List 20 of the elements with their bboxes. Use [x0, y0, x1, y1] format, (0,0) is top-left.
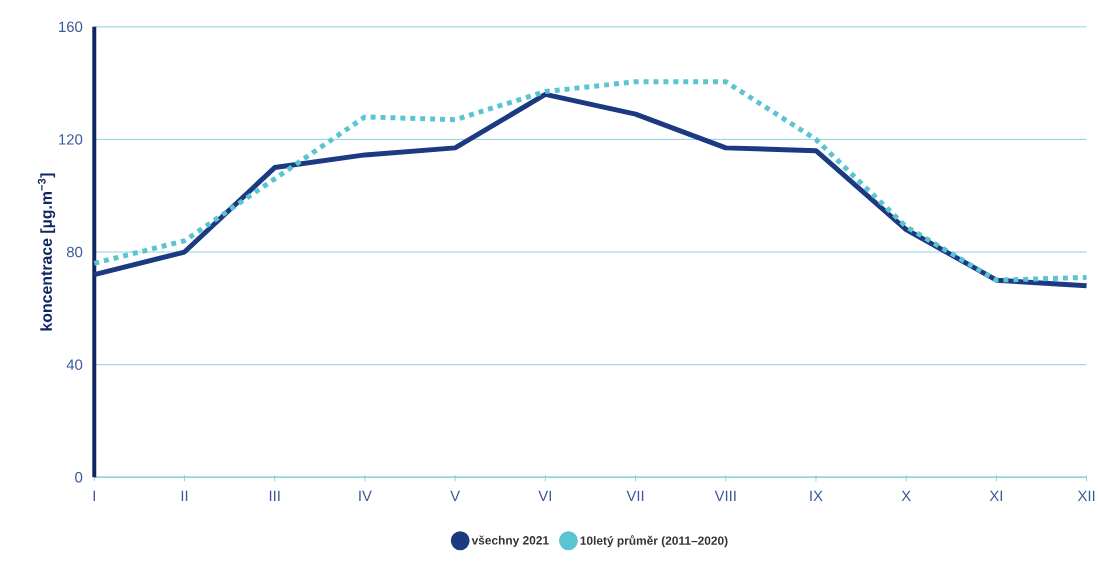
y-tick-label: 40 [66, 359, 83, 371]
legend-label: všechny 2021 [471, 535, 549, 548]
x-tick-label: III [269, 490, 280, 502]
x-tick-label: XII [1077, 490, 1095, 502]
x-tick-label: VIII [714, 490, 736, 502]
y-tick-label: 0 [75, 472, 83, 483]
y-axis-title: koncentrace [µg.m$^{−3}$] [37, 173, 56, 331]
x-tick-label: X [901, 490, 911, 502]
x-tick-label: VII [626, 490, 644, 502]
y-tick-label: 120 [59, 134, 83, 145]
x-tick-label: IV [359, 490, 372, 502]
x-tick-label: II [181, 490, 188, 502]
x-tick-label: VI [538, 490, 551, 502]
x-tick-label: XI [989, 490, 1003, 502]
y-tick-label: 80 [66, 246, 83, 258]
x-tick-label: IX [810, 490, 823, 502]
x-tick-label: I [93, 490, 95, 502]
x-tick-label: V [450, 490, 461, 502]
legend-label: 10letý průměr (2011–2020) [580, 535, 728, 548]
y-tick-label: 160 [59, 21, 83, 33]
